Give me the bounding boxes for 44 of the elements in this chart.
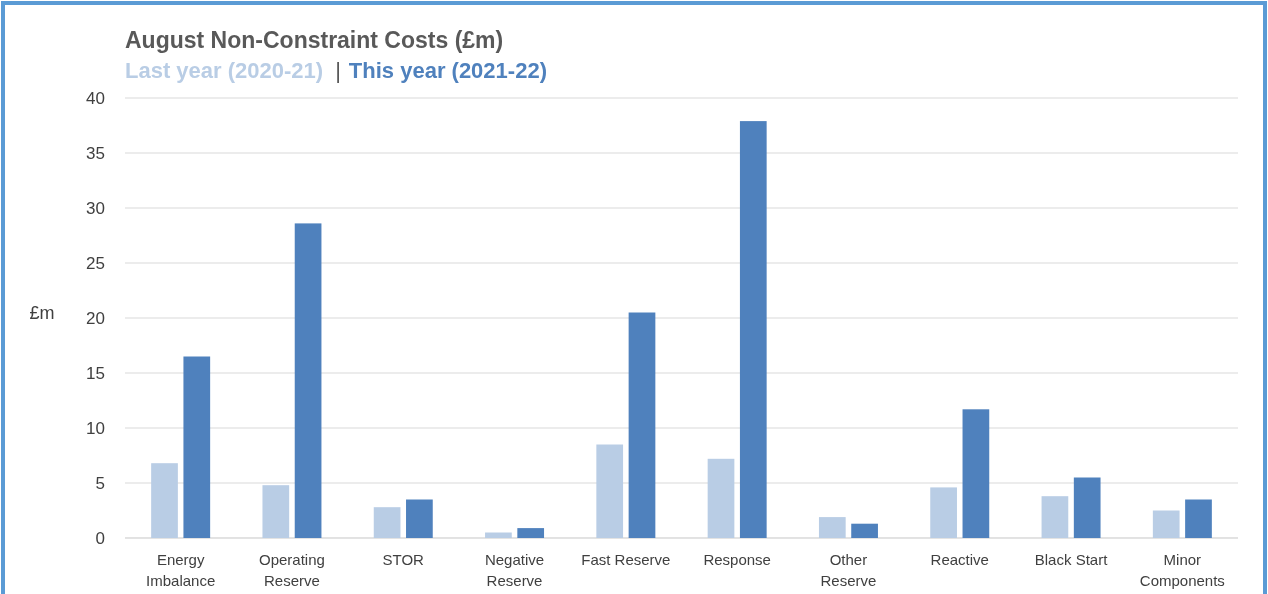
y-tick-label: 25 bbox=[86, 253, 105, 273]
bar bbox=[707, 458, 735, 538]
x-tick-label: Minor Components bbox=[1139, 551, 1225, 589]
y-tick-label: 40 bbox=[86, 88, 105, 108]
y-tick-label: 15 bbox=[86, 363, 105, 383]
x-tick-label: Energy Imbalance bbox=[146, 551, 216, 589]
text: This year (2021-22) bbox=[348, 58, 547, 83]
bar bbox=[151, 463, 178, 538]
y-tick-label: 0 bbox=[95, 528, 105, 548]
bar bbox=[851, 523, 878, 538]
bar bbox=[406, 499, 433, 538]
x-tick-label: Fast Reserve bbox=[581, 551, 671, 568]
bar bbox=[628, 312, 656, 538]
bar bbox=[294, 223, 322, 538]
bar bbox=[485, 532, 512, 538]
bar bbox=[1152, 510, 1180, 538]
bar bbox=[818, 517, 846, 538]
x-tick-label: Other Reserve bbox=[820, 551, 877, 589]
bar bbox=[1073, 477, 1101, 538]
x-tick-label: STOR bbox=[382, 551, 425, 568]
y-tick-label: 20 bbox=[86, 308, 105, 328]
bar bbox=[739, 121, 767, 538]
y-tick-label: 30 bbox=[86, 198, 105, 218]
y-axis-title: £m bbox=[29, 303, 55, 324]
y-tick-label: 35 bbox=[86, 143, 105, 163]
text: | bbox=[335, 58, 341, 83]
bar bbox=[183, 356, 211, 538]
bar bbox=[373, 507, 401, 538]
x-tick-label: Negative Reserve bbox=[484, 551, 545, 589]
bar bbox=[596, 444, 624, 538]
x-tick-label: Black Start bbox=[1034, 551, 1109, 568]
x-tick-label: Operating Reserve bbox=[259, 551, 325, 589]
bar bbox=[962, 409, 990, 538]
bar bbox=[517, 528, 545, 538]
chart-title: August Non-Constraint Costs (£m) bbox=[125, 27, 504, 53]
y-tick-label: 5 bbox=[95, 473, 105, 493]
x-tick-label: Reactive bbox=[930, 551, 989, 568]
bar bbox=[1185, 499, 1212, 538]
bar bbox=[262, 485, 290, 538]
x-tick-label: Response bbox=[703, 551, 771, 568]
bar bbox=[930, 487, 957, 538]
text: Last year (2020-21) bbox=[125, 58, 324, 83]
y-tick-label: 10 bbox=[86, 418, 105, 438]
bar bbox=[1041, 496, 1069, 538]
